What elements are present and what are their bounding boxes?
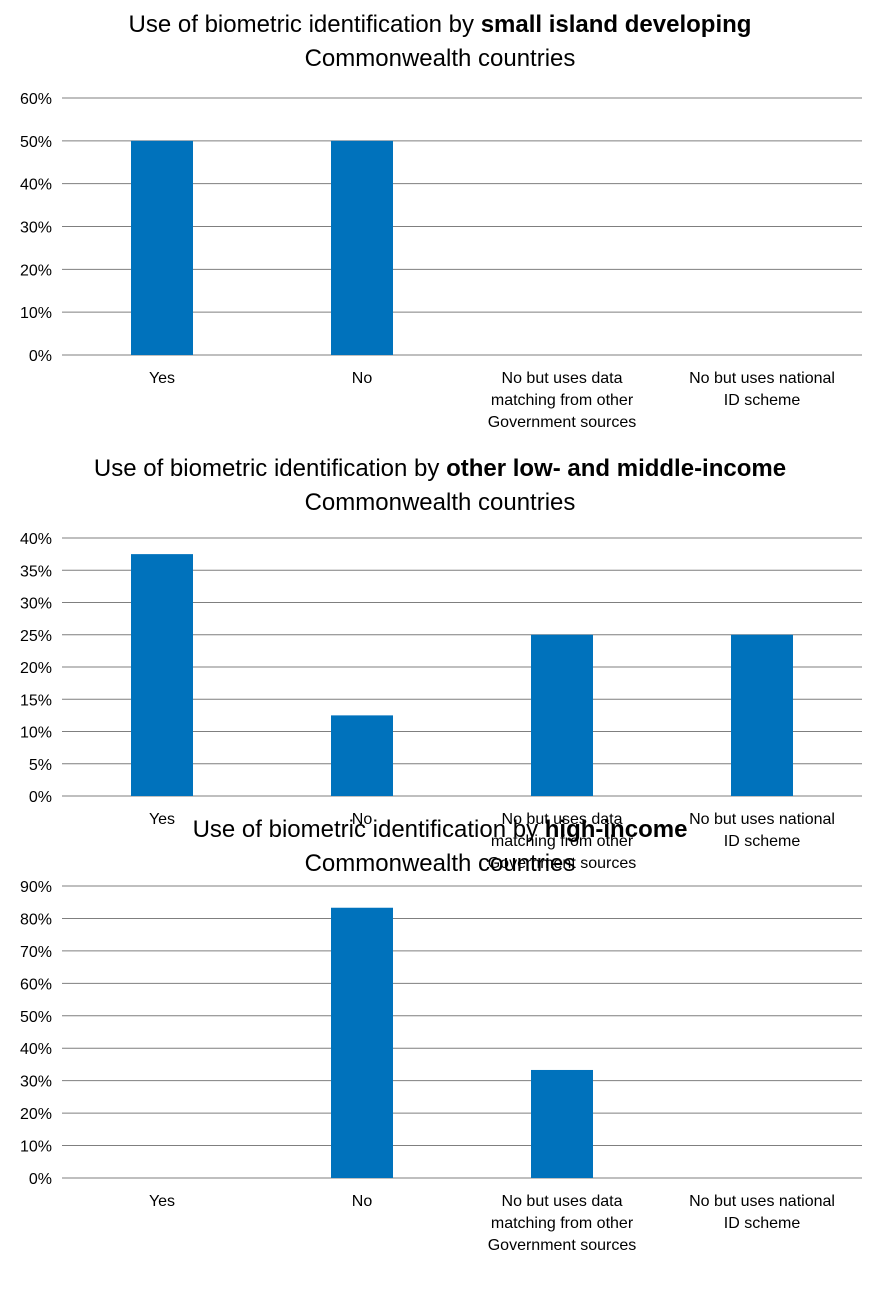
y-tick-label: 0% xyxy=(29,348,52,365)
y-tick-label: 10% xyxy=(20,305,52,322)
chart-1-title-bold: small island developing xyxy=(480,11,752,38)
y-tick-label: 20% xyxy=(20,660,52,677)
chart-1-title-prefix: Use of biometric identification by xyxy=(128,11,481,38)
chart-2-title: Use of biometric identification by other… xyxy=(0,452,880,520)
y-tick-label: 60% xyxy=(20,91,52,108)
bar xyxy=(131,140,193,355)
y-tick-label: 40% xyxy=(20,531,52,548)
x-tick-label: No but uses national ID scheme xyxy=(689,1193,835,1232)
bar xyxy=(131,554,193,796)
y-tick-label: 60% xyxy=(20,976,52,993)
chart-3-plot: 0% 10% 20% 30% 40% 50% 60% 70% 80% 90% Yes No No but… xyxy=(20,880,862,1254)
y-tick-label: 90% xyxy=(20,880,52,896)
chart-2-plot: 0% 5% 10% 15% 20% 25% 30% 35% 40% Yes No No but use… xyxy=(20,531,862,872)
chart-1-title: Use of biometric identification by small… xyxy=(0,8,880,76)
chart-2-title-line2: Commonwealth countries xyxy=(304,489,576,516)
y-tick-label: 50% xyxy=(20,1009,52,1026)
bar xyxy=(331,140,393,355)
x-tick-label: No but uses data matching from other Gover… xyxy=(488,811,637,872)
y-tick-label: 40% xyxy=(20,1041,52,1058)
chart-2-title-bold: other low- and middle-income xyxy=(446,455,787,482)
x-tick-label: No xyxy=(352,1193,373,1210)
x-tick-label: No xyxy=(352,370,373,387)
x-tick-label: Yes xyxy=(149,811,175,828)
bar xyxy=(331,715,393,796)
y-tick-label: 40% xyxy=(20,177,52,194)
y-tick-label: 0% xyxy=(29,789,52,806)
x-tick-label: No but uses data matching from other Gover… xyxy=(488,370,637,431)
x-tick-label: Yes xyxy=(149,370,175,387)
chart-1-title-line2: Commonwealth countries xyxy=(304,45,576,72)
chart-3-title-prefix: Use of biometric identification by xyxy=(192,816,545,843)
chart-3-title: Use of biometric identification by high-… xyxy=(0,813,880,881)
bar xyxy=(731,634,793,796)
bar xyxy=(531,1069,593,1178)
y-tick-label: 30% xyxy=(20,220,52,237)
x-tick-label: No but uses national ID scheme xyxy=(689,370,835,409)
y-tick-label: 30% xyxy=(20,1074,52,1091)
y-tick-label: 0% xyxy=(29,1171,52,1188)
chart-1-plot: 0% 10% 20% 30% 40% 50% 60% Yes No No but uses dat… xyxy=(20,91,862,431)
x-tick-label: No but uses data matching from other Gover… xyxy=(488,1193,637,1254)
x-tick-label: No but uses national ID scheme xyxy=(689,811,835,850)
y-tick-label: 5% xyxy=(29,757,52,774)
y-tick-label: 10% xyxy=(20,1139,52,1156)
chart-3-title-line2: Commonwealth countries xyxy=(304,850,576,877)
x-tick-label: Yes xyxy=(149,1193,175,1210)
y-tick-label: 30% xyxy=(20,596,52,613)
bar xyxy=(531,634,593,796)
y-tick-label: 50% xyxy=(20,134,52,151)
y-tick-label: 25% xyxy=(20,628,52,645)
y-tick-label: 15% xyxy=(20,692,52,709)
y-tick-label: 20% xyxy=(20,262,52,279)
x-tick-label: No xyxy=(352,811,373,828)
chart-3-title-bold: high-income xyxy=(544,816,688,843)
chart-2-title-prefix: Use of biometric identification by xyxy=(93,455,447,482)
y-tick-label: 35% xyxy=(20,563,52,580)
y-tick-label: 80% xyxy=(20,911,52,928)
bar xyxy=(331,907,393,1178)
y-tick-label: 70% xyxy=(20,944,52,961)
y-tick-label: 10% xyxy=(20,725,52,742)
y-tick-label: 20% xyxy=(20,1106,52,1123)
